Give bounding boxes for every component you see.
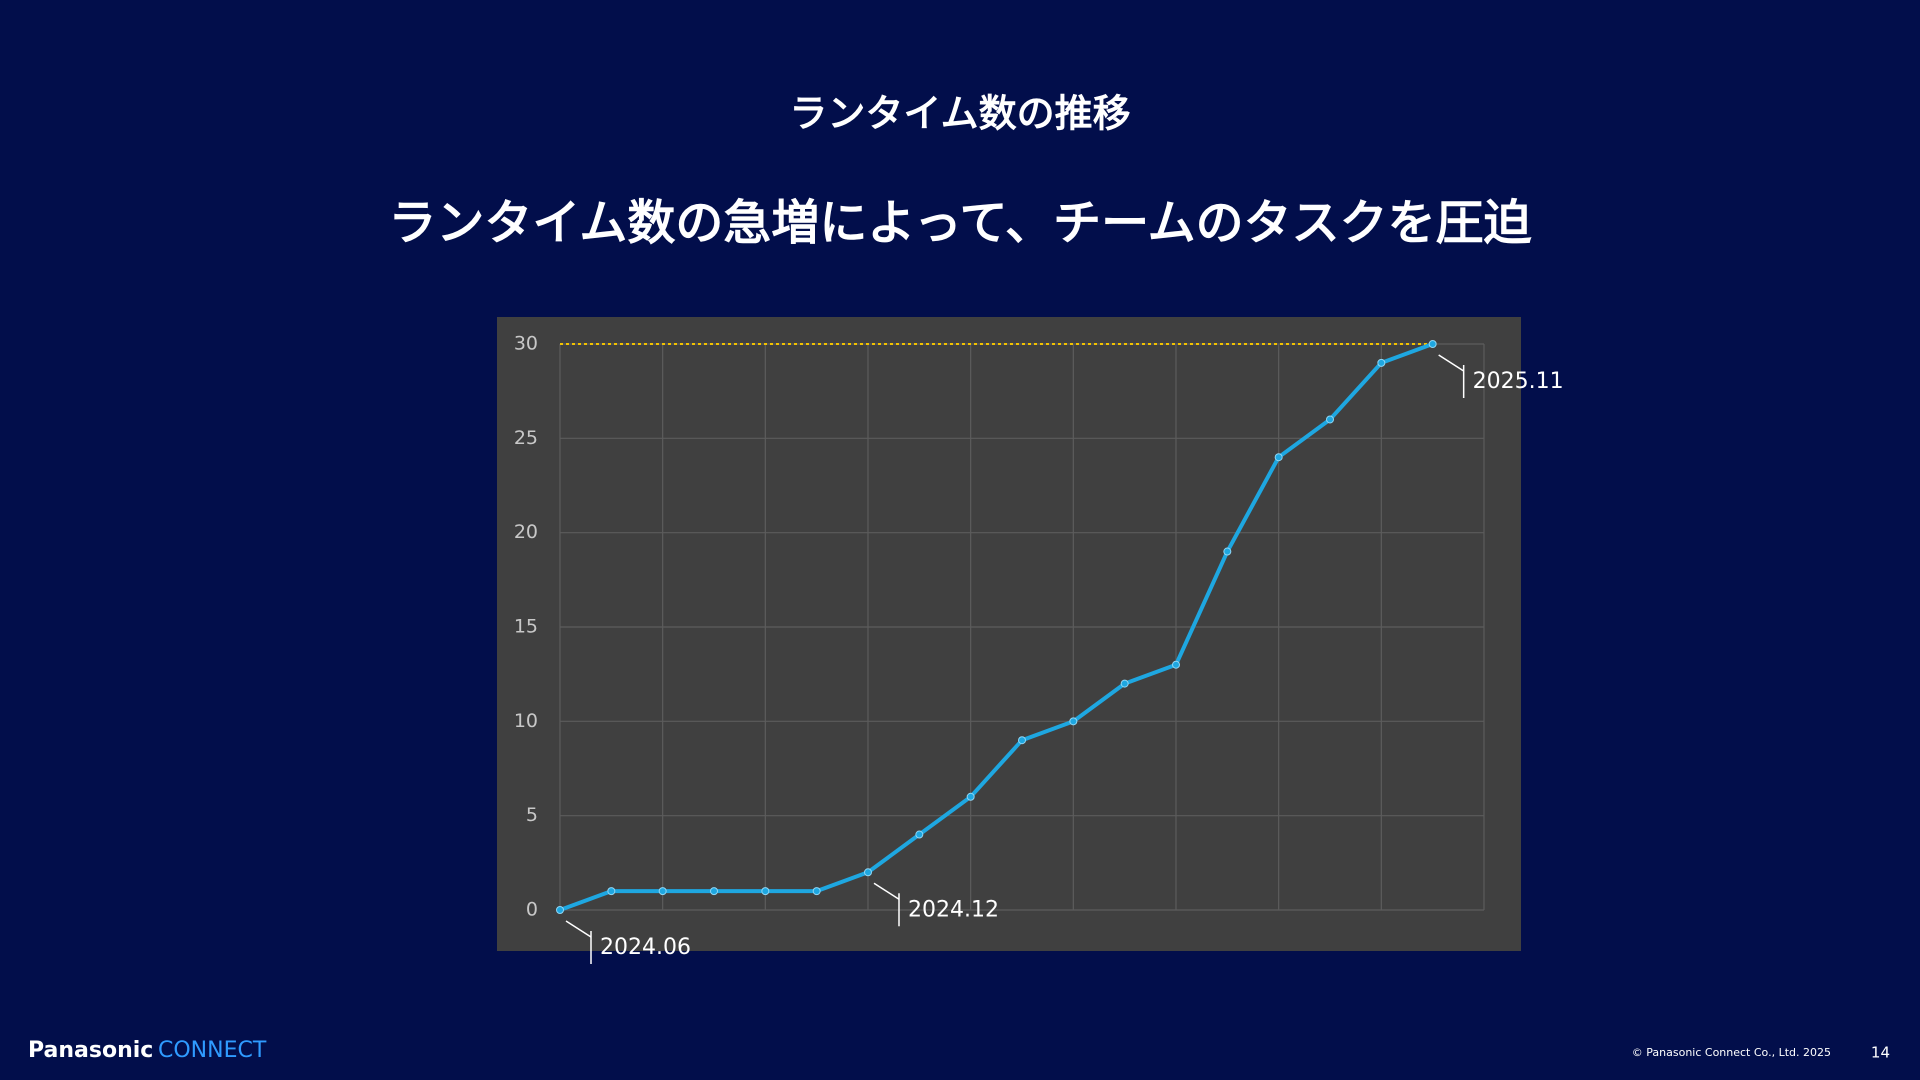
y-tick-label: 25 (514, 427, 538, 449)
point (812, 887, 821, 896)
y-tick-label: 20 (514, 521, 538, 543)
point (658, 887, 667, 896)
category-label: 2024.06 (600, 935, 691, 960)
callout-leader (873, 882, 900, 900)
plot-area: 0 5 10 15 20 25 30 2024.06 2024.12 2025.11 (514, 333, 1564, 964)
point (761, 887, 770, 896)
point (607, 887, 616, 896)
point (1326, 415, 1334, 424)
callout-leader (1438, 354, 1465, 372)
point (1120, 679, 1129, 688)
point (966, 792, 975, 801)
point (710, 887, 718, 896)
point (1377, 358, 1386, 367)
copyright: © Panasonic Connect Co., Ltd. 2025 (1632, 1046, 1831, 1059)
y-tick-label: 10 (514, 710, 538, 732)
brand-logo: Panasonic (28, 1038, 153, 1063)
line (559, 342, 1434, 912)
chart-title: ランタイム数の急増によって、チームのタスクを圧迫 (388, 195, 1531, 251)
point (1069, 717, 1078, 726)
point (864, 868, 872, 877)
category-label: 2025.11 (1473, 369, 1564, 394)
point (1428, 340, 1437, 348)
point (1223, 547, 1232, 556)
page-number: 14 (1871, 1044, 1890, 1062)
y-tick-label: 0 (526, 899, 538, 921)
point (915, 830, 924, 839)
callout-leader (565, 920, 592, 938)
point (1018, 736, 1026, 745)
y-tick-label: 15 (514, 616, 538, 638)
point (1274, 453, 1283, 462)
y-tick-label: 30 (514, 333, 538, 355)
chart-panel (497, 317, 1521, 951)
slide-header: ランタイム数の推移 (789, 92, 1130, 136)
y-tick-label: 5 (526, 804, 538, 826)
category-label: 2024.12 (908, 897, 999, 922)
brand-logo-accent: CONNECT (158, 1038, 267, 1063)
point (1172, 660, 1180, 669)
point (556, 906, 564, 914)
